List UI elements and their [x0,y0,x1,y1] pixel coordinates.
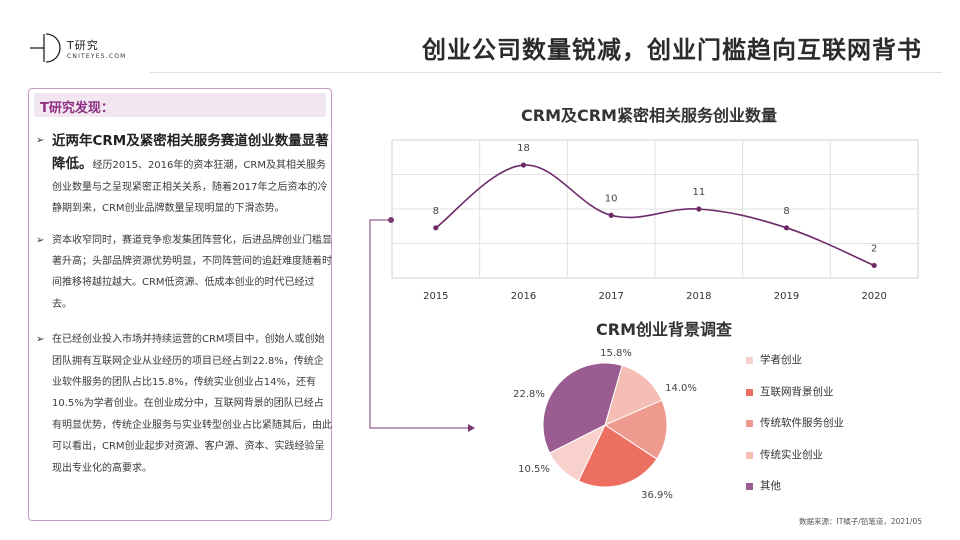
bullet-arrow-icon: ➢ [36,334,45,346]
line-chart-title: CRM及CRM紧密相关服务创业数量 [521,106,777,125]
legend-swatch [746,388,753,396]
finding-text: 经历2015、2016年的资本狂潮，CRM及其相关服务创业数量与之呈现紧密正相关… [52,160,328,215]
slice-label: 22.8% [513,389,545,400]
data-label: 8 [433,206,439,217]
data-point [696,206,702,212]
slice-label: 36.9% [641,490,673,501]
legend-swatch [746,357,753,364]
data-label: 11 [692,187,705,198]
legend-item: 其他 [746,478,926,510]
finding-lead: 近两年CRM及紧密相关服务赛道创业数量显著降低。 [52,133,329,173]
pie-legend: 学者创业 互联网背景创业 传统软件服务创业 传统实业创业 其他 [746,352,926,510]
findings-panel: T研究发现： [28,88,332,521]
finding-text: 在已经创业投入市场并持续运营的CRM项目中，创始人或创始团队拥有互联网企业从业经… [52,334,332,474]
finding-item: ➢ 资本收窄同时，赛道竞争愈发集团阵营化，后进品牌创业门槛显著升高；头部品牌资源… [36,230,332,316]
x-tick-label: 2017 [598,291,623,302]
legend-swatch [746,483,753,490]
legend-item: 学者创业 [746,352,926,384]
data-label: 10 [605,193,618,204]
legend-label: 互联网背景创业 [760,385,834,398]
data-point [871,262,877,269]
slice-label: 10.5% [518,464,550,475]
pie-slice [604,364,663,426]
title-divider [150,72,942,73]
finding-text: 资本收窄同时，赛道竞争愈发集团阵营化，后进品牌创业门槛显著升高；头部品牌资源优势… [52,234,332,310]
logo-name: T研究 [67,39,99,52]
logo: T研究 CNITEYES.COM [28,28,138,68]
findings-list: ➢ 近两年CRM及紧密相关服务赛道创业数量显著降低。经历2015、2016年的资… [36,130,332,493]
data-point [783,225,790,231]
pie-slice [542,362,623,454]
slice-label: 14.0% [665,383,697,394]
data-point [520,162,527,168]
series-line [435,164,875,267]
legend-label: 传统软件服务创业 [760,417,844,429]
data-label: 2 [871,243,877,254]
slice-label: 15.8% [600,348,632,359]
findings-heading: T研究发现： [34,93,326,117]
x-tick-label: 2018 [686,291,711,302]
legend-label: 传统实业创业 [760,448,823,461]
logo-mark-icon [30,33,61,63]
page-title: 创业公司数量锐减，创业门槛趋向互联网背书 [422,36,922,64]
bullet-arrow-icon: ➢ [36,234,45,246]
x-tick-label: 2019 [774,291,799,302]
data-label: 18 [517,143,530,154]
pie-chart-title: CRM创业背景调查 [596,320,732,339]
x-tick-label: 2020 [861,291,886,302]
finding-item: ➢ 近两年CRM及紧密相关服务赛道创业数量显著降低。经历2015、2016年的资… [36,130,332,220]
data-source: 数据来源：IT橘子/铅笔道，2021/05 [799,517,922,526]
data-point [608,212,614,218]
bullet-arrow-icon: ➢ [36,135,45,146]
legend-swatch [746,451,753,459]
finding-item: ➢ 在已经创业投入市场并持续运营的CRM项目中，创始人或创始团队拥有互联网企业从… [36,329,332,479]
legend-label: 学者创业 [760,354,802,366]
legend-item: 传统软件服务创业 [746,415,926,447]
legend-swatch [746,420,753,427]
legend-item: 互联网背景创业 [746,384,926,416]
logo-subtitle: CNITEYES.COM [67,53,127,60]
x-tick-label: 2016 [511,291,536,302]
data-label: 8 [783,206,789,217]
legend-item: 传统实业创业 [746,447,926,479]
legend-label: 其他 [760,480,781,492]
pie-slice [603,399,668,460]
